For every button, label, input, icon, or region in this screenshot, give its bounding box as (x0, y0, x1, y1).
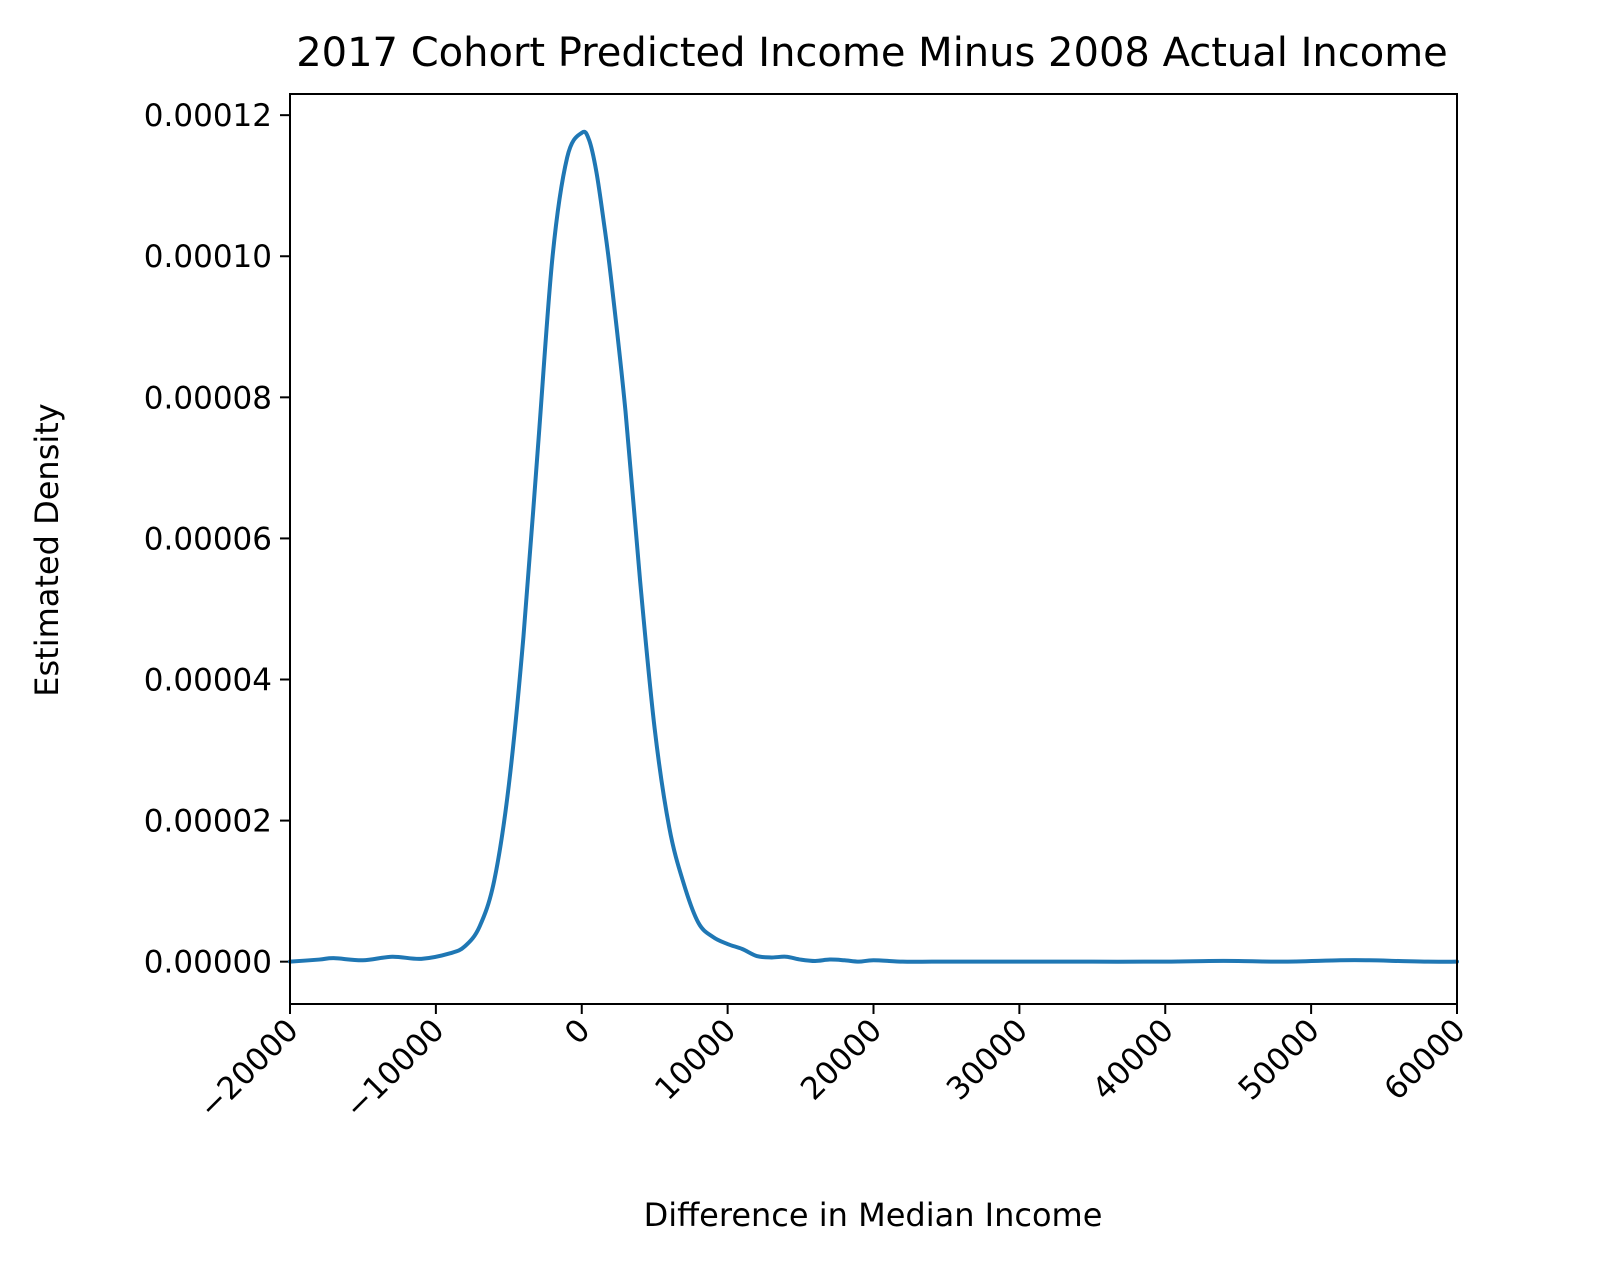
x-tick-label: −20000 (192, 1012, 306, 1126)
density-curve (288, 129, 1459, 964)
x-tick-label: 20000 (794, 1012, 889, 1107)
y-tick-label: 0.00004 (144, 663, 272, 699)
x-axis-ticks: −20000 −10000 0 10000 20000 30000 40000 50000 60… (192, 1004, 1473, 1126)
y-tick-label: 0.00000 (144, 945, 272, 981)
x-tick-label: 30000 (940, 1012, 1035, 1107)
x-tick-label: 40000 (1086, 1012, 1181, 1107)
y-tick-label: 0.00006 (144, 521, 272, 557)
y-tick-label: 0.00008 (144, 380, 272, 416)
y-tick-label: 0.00010 (144, 239, 272, 275)
y-tick-label: 0.00002 (144, 804, 272, 840)
y-axis-label: Estimated Density (28, 403, 66, 696)
plot-frame (289, 93, 1458, 1005)
chart-title: 2017 Cohort Predicted Income Minus 2008 … (296, 30, 1448, 76)
x-tick-label: −10000 (338, 1012, 452, 1126)
x-tick-label: 50000 (1232, 1012, 1327, 1107)
x-tick-label: 10000 (648, 1012, 743, 1107)
x-axis-label: Difference in Median Income (644, 1196, 1103, 1234)
y-axis-ticks: 0.00000 0.00002 0.00004 0.00006 0.00008 0.000… (144, 98, 290, 981)
y-tick-label: 0.00012 (144, 98, 272, 134)
x-tick-label: 60000 (1377, 1012, 1472, 1107)
x-tick-label: 0 (558, 1012, 597, 1051)
